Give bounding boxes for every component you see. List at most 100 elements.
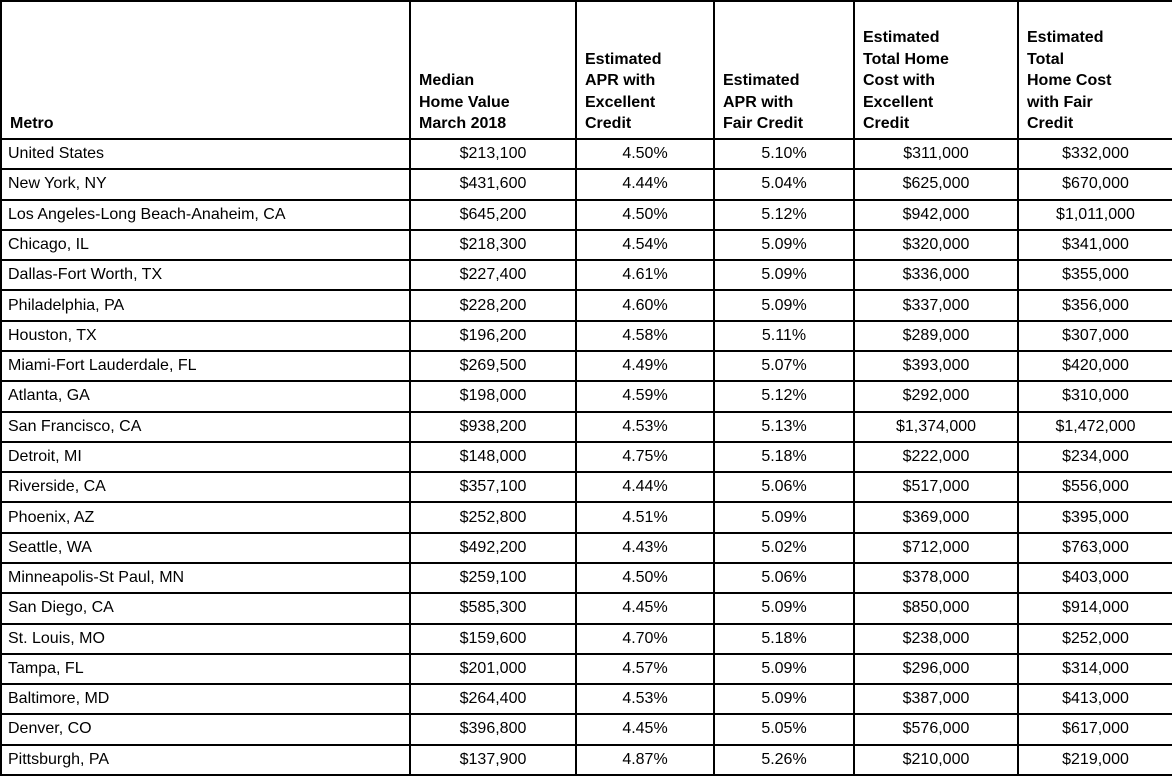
column-header-metro: Metro bbox=[0, 0, 411, 140]
total-cost-excellent-cell: $942,000 bbox=[853, 198, 1019, 231]
column-header-median-home-value: Median Home Value March 2018 bbox=[409, 0, 577, 140]
apr-excellent-cell: 4.44% bbox=[575, 471, 715, 504]
metro-cell: Seattle, WA bbox=[0, 531, 411, 564]
total-cost-excellent-cell: $387,000 bbox=[853, 683, 1019, 716]
metro-cell: Philadelphia, PA bbox=[0, 289, 411, 322]
apr-fair-cell: 5.02% bbox=[713, 531, 855, 564]
total-cost-fair-cell: $763,000 bbox=[1017, 531, 1172, 564]
apr-fair-cell: 5.12% bbox=[713, 198, 855, 231]
apr-excellent-cell: 4.49% bbox=[575, 349, 715, 383]
apr-fair-cell: 5.10% bbox=[713, 137, 855, 171]
total-cost-excellent-cell: $369,000 bbox=[853, 501, 1019, 534]
total-cost-excellent-cell: $238,000 bbox=[853, 622, 1019, 655]
median-home-value-cell: $269,500 bbox=[409, 349, 577, 383]
median-home-value-cell: $198,000 bbox=[409, 380, 577, 413]
apr-fair-cell: 5.11% bbox=[713, 319, 855, 352]
apr-excellent-cell: 4.58% bbox=[575, 319, 715, 352]
total-cost-fair-cell: $670,000 bbox=[1017, 168, 1172, 201]
total-cost-fair-cell: $1,011,000 bbox=[1017, 198, 1172, 231]
table-row: Pittsburgh, PA $137,900 4.87% 5.26% $210,000… bbox=[0, 743, 1172, 776]
apr-fair-cell: 5.06% bbox=[713, 561, 855, 595]
total-cost-fair-cell: $341,000 bbox=[1017, 228, 1172, 262]
median-home-value-cell: $259,100 bbox=[409, 561, 577, 595]
total-cost-excellent-cell: $336,000 bbox=[853, 259, 1019, 292]
total-cost-excellent-cell: $576,000 bbox=[853, 713, 1019, 746]
metro-cell: St. Louis, MO bbox=[0, 622, 411, 655]
apr-excellent-cell: 4.53% bbox=[575, 683, 715, 716]
apr-excellent-cell: 4.57% bbox=[575, 652, 715, 686]
median-home-value-cell: $218,300 bbox=[409, 228, 577, 262]
total-cost-fair-cell: $413,000 bbox=[1017, 683, 1172, 716]
apr-excellent-cell: 4.44% bbox=[575, 168, 715, 201]
total-cost-fair-cell: $617,000 bbox=[1017, 713, 1172, 746]
total-cost-excellent-cell: $850,000 bbox=[853, 592, 1019, 625]
median-home-value-cell: $492,200 bbox=[409, 531, 577, 564]
apr-excellent-cell: 4.75% bbox=[575, 440, 715, 474]
metro-cell: Pittsburgh, PA bbox=[0, 743, 411, 776]
total-cost-excellent-cell: $378,000 bbox=[853, 561, 1019, 595]
apr-excellent-cell: 4.54% bbox=[575, 228, 715, 262]
apr-excellent-cell: 4.50% bbox=[575, 198, 715, 231]
median-home-value-cell: $396,800 bbox=[409, 713, 577, 746]
table-row: San Diego, CA $585,300 4.45% 5.09% $850,000 $… bbox=[0, 592, 1172, 625]
apr-fair-cell: 5.05% bbox=[713, 713, 855, 746]
metro-cell: San Francisco, CA bbox=[0, 410, 411, 443]
median-home-value-cell: $585,300 bbox=[409, 592, 577, 625]
total-cost-fair-cell: $914,000 bbox=[1017, 592, 1172, 625]
table-row: Detroit, MI $148,000 4.75% 5.18% $222,000 $23… bbox=[0, 440, 1172, 474]
total-cost-fair-cell: $314,000 bbox=[1017, 652, 1172, 686]
metro-cell: Miami-Fort Lauderdale, FL bbox=[0, 349, 411, 383]
total-cost-excellent-cell: $625,000 bbox=[853, 168, 1019, 201]
total-cost-fair-cell: $420,000 bbox=[1017, 349, 1172, 383]
apr-fair-cell: 5.26% bbox=[713, 743, 855, 776]
table-row: Chicago, IL $218,300 4.54% 5.09% $320,000 $34… bbox=[0, 228, 1172, 262]
median-home-value-cell: $431,600 bbox=[409, 168, 577, 201]
apr-fair-cell: 5.09% bbox=[713, 228, 855, 262]
total-cost-fair-cell: $556,000 bbox=[1017, 471, 1172, 504]
table-row: San Francisco, CA $938,200 4.53% 5.13% $1,37… bbox=[0, 410, 1172, 443]
table-row: Phoenix, AZ $252,800 4.51% 5.09% $369,000 $39… bbox=[0, 501, 1172, 534]
median-home-value-cell: $252,800 bbox=[409, 501, 577, 534]
median-home-value-cell: $201,000 bbox=[409, 652, 577, 686]
table-row: Philadelphia, PA $228,200 4.60% 5.09% $337,0… bbox=[0, 289, 1172, 322]
table-row: Baltimore, MD $264,400 4.53% 5.09% $387,000 $… bbox=[0, 683, 1172, 716]
total-cost-fair-cell: $234,000 bbox=[1017, 440, 1172, 474]
apr-excellent-cell: 4.43% bbox=[575, 531, 715, 564]
total-cost-excellent-cell: $289,000 bbox=[853, 319, 1019, 352]
median-home-value-cell: $228,200 bbox=[409, 289, 577, 322]
apr-fair-cell: 5.13% bbox=[713, 410, 855, 443]
apr-excellent-cell: 4.53% bbox=[575, 410, 715, 443]
apr-excellent-cell: 4.50% bbox=[575, 561, 715, 595]
apr-fair-cell: 5.07% bbox=[713, 349, 855, 383]
total-cost-excellent-cell: $210,000 bbox=[853, 743, 1019, 776]
apr-excellent-cell: 4.51% bbox=[575, 501, 715, 534]
total-cost-fair-cell: $219,000 bbox=[1017, 743, 1172, 776]
table-row: St. Louis, MO $159,600 4.70% 5.18% $238,000 $… bbox=[0, 622, 1172, 655]
table-row: Seattle, WA $492,200 4.43% 5.02% $712,000 $76… bbox=[0, 531, 1172, 564]
median-home-value-cell: $137,900 bbox=[409, 743, 577, 776]
apr-fair-cell: 5.06% bbox=[713, 471, 855, 504]
column-header-total-cost-fair-credit: Estimated Total Home Cost with Fair Cred… bbox=[1017, 0, 1172, 140]
apr-fair-cell: 5.09% bbox=[713, 592, 855, 625]
total-cost-fair-cell: $356,000 bbox=[1017, 289, 1172, 322]
apr-fair-cell: 5.09% bbox=[713, 652, 855, 686]
column-header-apr-fair-credit: Estimated APR with Fair Credit bbox=[713, 0, 855, 140]
metro-cell: Atlanta, GA bbox=[0, 380, 411, 413]
metro-cell: Phoenix, AZ bbox=[0, 501, 411, 534]
total-cost-excellent-cell: $517,000 bbox=[853, 471, 1019, 504]
total-cost-fair-cell: $332,000 bbox=[1017, 137, 1172, 171]
median-home-value-cell: $148,000 bbox=[409, 440, 577, 474]
median-home-value-cell: $357,100 bbox=[409, 471, 577, 504]
column-header-apr-excellent-credit: Estimated APR with Excellent Credit bbox=[575, 0, 715, 140]
apr-fair-cell: 5.09% bbox=[713, 683, 855, 716]
total-cost-excellent-cell: $292,000 bbox=[853, 380, 1019, 413]
table-row: Houston, TX $196,200 4.58% 5.11% $289,000 $30… bbox=[0, 319, 1172, 352]
metro-cell: Chicago, IL bbox=[0, 228, 411, 262]
total-cost-excellent-cell: $712,000 bbox=[853, 531, 1019, 564]
table-row: Atlanta, GA $198,000 4.59% 5.12% $292,000 $31… bbox=[0, 380, 1172, 413]
median-home-value-cell: $264,400 bbox=[409, 683, 577, 716]
apr-fair-cell: 5.18% bbox=[713, 440, 855, 474]
metro-cell: Minneapolis-St Paul, MN bbox=[0, 561, 411, 595]
